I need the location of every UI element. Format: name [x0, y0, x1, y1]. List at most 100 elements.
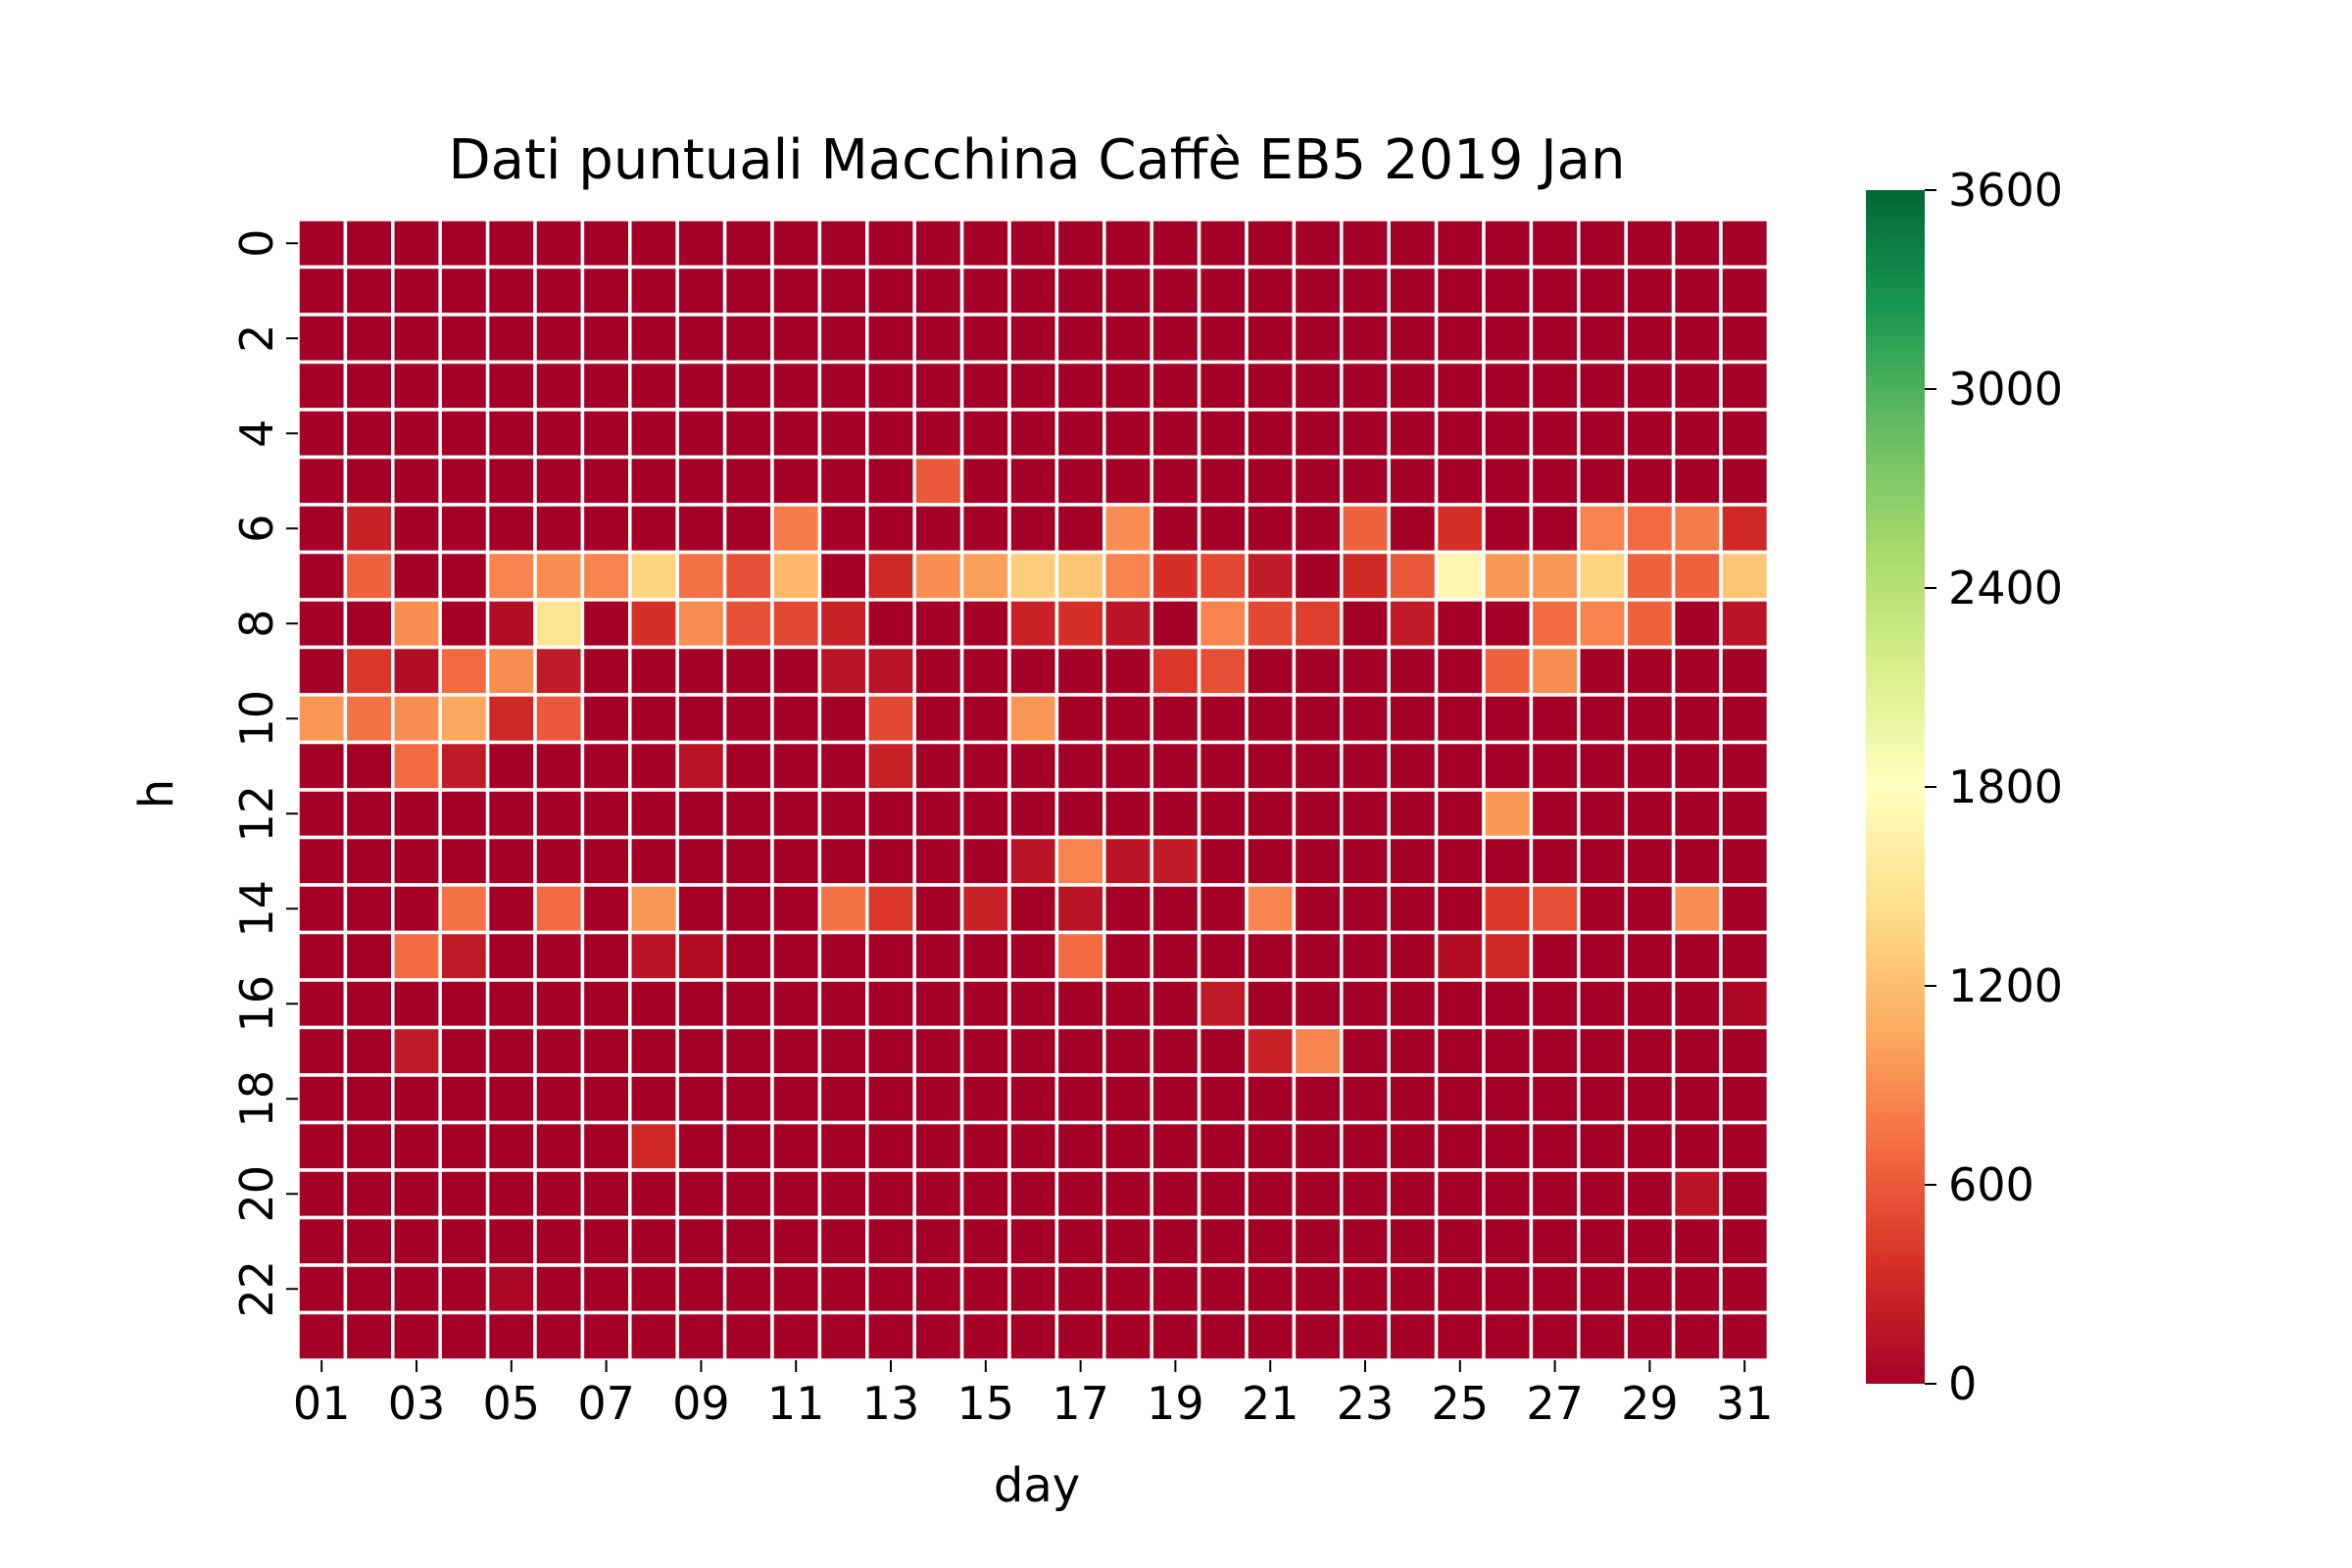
heatmap-cell: [533, 313, 585, 365]
heatmap-cell: [1577, 788, 1628, 840]
heatmap-cell: [1387, 978, 1439, 1030]
heatmap-cell: [1102, 218, 1153, 270]
heatmap-cell: [296, 1073, 348, 1125]
heatmap-cell: [1054, 408, 1106, 460]
heatmap-cell: [1671, 1073, 1723, 1125]
heatmap-cell: [1292, 740, 1344, 792]
heatmap-cell: [770, 1263, 822, 1315]
heatmap-cell: [1102, 265, 1153, 317]
heatmap-cell: [628, 883, 679, 935]
heatmap-cell: [580, 645, 632, 697]
heatmap-cell: [1671, 1263, 1723, 1315]
heatmap-cell: [391, 360, 442, 412]
heatmap-cell: [1434, 883, 1486, 935]
heatmap-cell: [1529, 693, 1581, 745]
heatmap-cell: [533, 1168, 585, 1220]
heatmap-cell: [1434, 455, 1486, 507]
heatmap-cell: [912, 1073, 964, 1125]
heatmap-cell: [1671, 693, 1723, 745]
heatmap-cell: [722, 408, 774, 460]
heatmap-cell: [628, 313, 679, 365]
heatmap-cell: [391, 1120, 442, 1172]
heatmap-cell: [1102, 978, 1153, 1030]
heatmap-cell: [959, 1120, 1011, 1172]
heatmap-cell: [343, 360, 395, 412]
heatmap-cell: [817, 598, 869, 650]
heatmap-cell: [1482, 1120, 1534, 1172]
heatmap-cell: [1482, 503, 1534, 555]
heatmap-cell: [1719, 788, 1771, 840]
heatmap-cell: [391, 645, 442, 697]
heatmap-cell: [1340, 360, 1391, 412]
heatmap-cell: [1434, 740, 1486, 792]
heatmap-cell: [722, 1025, 774, 1077]
heatmap-cell: [1719, 265, 1771, 317]
heatmap-cell: [1054, 1168, 1106, 1220]
heatmap-cell: [865, 1168, 916, 1220]
heatmap-cell: [1102, 1120, 1153, 1172]
heatmap-cell: [391, 788, 442, 840]
heatmap-cell: [296, 455, 348, 507]
heatmap-cell: [1150, 978, 1201, 1030]
heatmap-cell: [1671, 313, 1723, 365]
heatmap-cell: [1577, 313, 1628, 365]
heatmap-cell: [1007, 978, 1059, 1030]
heatmap-cell: [391, 1263, 442, 1315]
heatmap-cell: [912, 598, 964, 650]
heatmap-cell: [865, 265, 916, 317]
heatmap-cell: [912, 218, 964, 270]
heatmap-cell: [1719, 1073, 1771, 1125]
heatmap-cell: [1340, 1215, 1391, 1267]
heatmap-cell: [1387, 503, 1439, 555]
heatmap-cell: [438, 788, 490, 840]
heatmap-cell: [1197, 408, 1249, 460]
heatmap-cell: [817, 455, 869, 507]
heatmap-cell: [485, 598, 537, 650]
heatmap-cell: [391, 693, 442, 745]
heatmap-cell: [1054, 1263, 1106, 1315]
heatmap-cell: [1671, 1025, 1723, 1077]
heatmap-cell: [438, 740, 490, 792]
heatmap-cell: [865, 693, 916, 745]
heatmap-cell: [1434, 313, 1486, 365]
x-tick-label: 31: [1716, 1377, 1774, 1430]
heatmap-cell: [675, 788, 727, 840]
heatmap-cell: [770, 1025, 822, 1077]
y-tick-label: 22: [230, 1260, 283, 1318]
heatmap-cell: [722, 503, 774, 555]
heatmap-cell: [1482, 645, 1534, 697]
heatmap-cell: [1197, 313, 1249, 365]
heatmap-cell: [675, 265, 727, 317]
heatmap-cell: [1197, 503, 1249, 555]
heatmap-cell: [1719, 598, 1771, 650]
heatmap-cell: [912, 1120, 964, 1172]
y-axis-label: h: [129, 779, 184, 808]
heatmap-cell: [343, 693, 395, 745]
heatmap-cell: [865, 1310, 916, 1362]
heatmap-cell: [1292, 693, 1344, 745]
heatmap-cell: [865, 503, 916, 555]
heatmap-cell: [628, 598, 679, 650]
y-tick-label: 4: [230, 419, 283, 448]
heatmap-cell: [1387, 218, 1439, 270]
heatmap-cell: [1102, 550, 1153, 602]
y-axis-ticks: 0 2 4 6 8 10 12 14 16 18 20 22: [230, 229, 298, 1318]
heatmap-cell: [1482, 788, 1534, 840]
heatmap-cell: [1007, 1263, 1059, 1315]
heatmap-cell: [1529, 883, 1581, 935]
heatmap-cell: [1340, 1310, 1391, 1362]
heatmap-cell: [1292, 218, 1344, 270]
heatmap-cell: [722, 978, 774, 1030]
x-tick-label: 13: [862, 1377, 920, 1430]
heatmap-cell: [533, 1263, 585, 1315]
heatmap-cell: [959, 1025, 1011, 1077]
heatmap-cell: [1340, 218, 1391, 270]
heatmap-cell: [533, 978, 585, 1030]
heatmap-cell: [1102, 1310, 1153, 1362]
heatmap-cell: [1102, 883, 1153, 935]
heatmap-cell: [533, 550, 585, 602]
heatmap-cell: [1054, 265, 1106, 317]
heatmap-cell: [1054, 930, 1106, 982]
heatmap-cell: [1482, 408, 1534, 460]
heatmap-cell: [1245, 1263, 1297, 1315]
